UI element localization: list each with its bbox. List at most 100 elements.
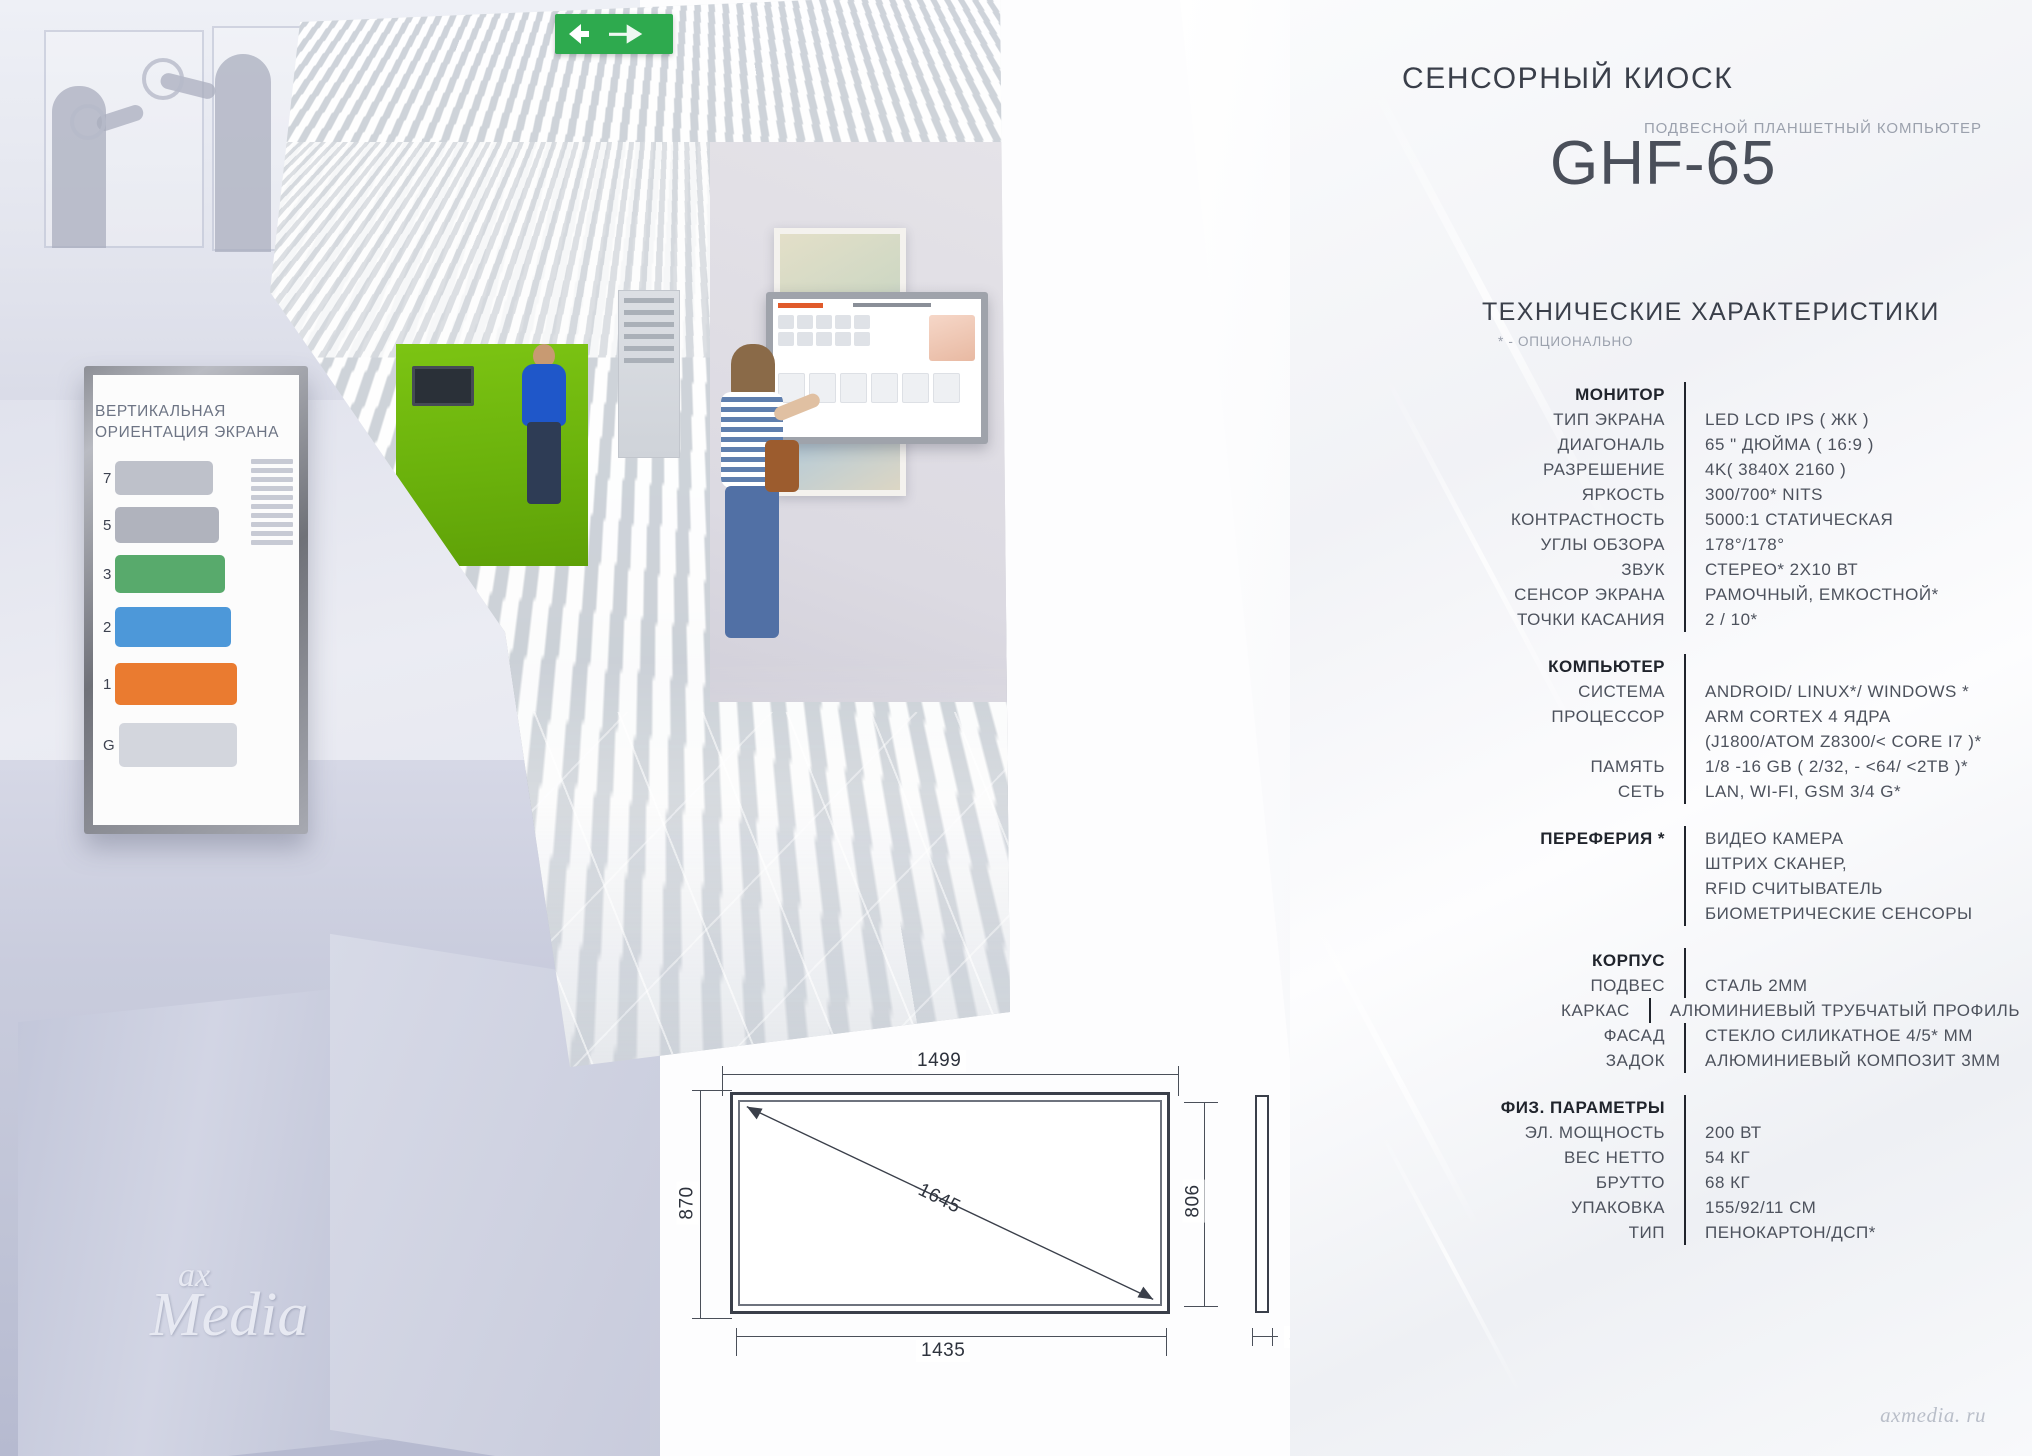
spec-row-label: СЕТЬ [1617, 782, 1665, 801]
spec-row-label: КАРКАС [1561, 1001, 1630, 1020]
spec-row: ПАМЯТЬ 1/8 -16 GB ( 2/32, - <64/ <2TB )* [1380, 754, 2020, 779]
ui-tile-row [778, 373, 960, 403]
spec-row-value: 1/8 -16 GB ( 2/32, - <64/ <2TB )* [1684, 754, 2020, 779]
spec-row-label: СИСТЕМА [1578, 682, 1665, 701]
map-level-label: 1 [103, 675, 112, 693]
logo-ax-text: ax [178, 1257, 211, 1294]
axmedia-logo: ax Media [150, 1257, 309, 1349]
spec-row: ПЕРЕФЕРИЯ * ВИДЕО КАМЕРА [1380, 826, 2020, 851]
spec-group-label: КОМПЬЮТЕР [1548, 657, 1665, 676]
kiosk-ui [773, 299, 981, 437]
spec-row-label: ФАСАД [1603, 1026, 1665, 1045]
spec-row: УГЛЫ ОБЗОРА 178°/178° [1380, 532, 2020, 557]
spec-row-label: УГЛЫ ОБЗОРА [1540, 535, 1665, 554]
spec-row-value: 54 КГ [1684, 1145, 2020, 1170]
spec-row-value: RFID СЧИТЫВАТЕЛЬ [1684, 876, 2020, 901]
spec-row-label: ВЕС НЕТТО [1563, 1148, 1665, 1167]
person-using-kiosk [707, 344, 822, 672]
orientation-note: ВЕРТИКАЛЬНАЯ ОРИЕНТАЦИЯ ЭКРАНА [95, 402, 279, 444]
spec-group-spacer [1684, 948, 2020, 973]
spec-row-value: 65 " ДЮЙМА ( 16:9 ) [1684, 432, 2020, 457]
map-blob [115, 663, 238, 705]
spec-row: ШТРИХ СКАНЕР, [1380, 851, 2020, 876]
specs-heading: Технические характеристики [1482, 298, 1940, 326]
map-blob [115, 507, 220, 543]
spec-row: RFID СЧИТЫВАТЕЛЬ [1380, 876, 2020, 901]
spec-group-header: КОРПУС [1380, 948, 2020, 973]
spec-panel-background [1290, 0, 2032, 1456]
ui-title-bar [853, 303, 931, 307]
logo-media-text: Media [150, 1280, 309, 1349]
spec-row-label: ТОЧКИ КАСАНИЯ [1516, 610, 1665, 629]
poster-board [618, 290, 680, 458]
spec-group: КОРПУС ПОДВЕС СТАЛЬ 2ММ КАРКАС АЛЮМИНИЕВЫЙ … [1380, 948, 2020, 1073]
spec-row-value: БИОМЕТРИЧЕСКИЕ СЕНСОРЫ [1684, 901, 2020, 926]
person-walking [518, 344, 570, 512]
spec-row-value: 155/92/11 СМ [1684, 1195, 2020, 1220]
page-subtitle: Подвесной планшетный компьютер [1644, 120, 1982, 137]
spec-row-value: 4K( 3840X 2160 ) [1684, 457, 2020, 482]
ui-product-grid [778, 315, 870, 346]
spec-row: РАЗРЕШЕНИЕ 4K( 3840X 2160 ) [1380, 457, 2020, 482]
spec-group: КОМПЬЮТЕР СИСТЕМА ANDROID/ LINUX*/ WINDOW… [1380, 654, 2020, 804]
spec-group: МОНИТОР ТИП ЭКРАНА LED LCD IPS ( ЖК ) ДИАГ… [1380, 382, 2020, 632]
wall-mounted-kiosk [766, 292, 988, 444]
spec-row: (J1800/ATOM Z8300/< CORE I7 )* [1380, 729, 2020, 754]
spec-row-value: ПЕНОКАРТОН/ДСП* [1684, 1220, 2020, 1245]
spec-row-label [1380, 729, 1684, 754]
spec-row-value: ШТРИХ СКАНЕР, [1684, 851, 2020, 876]
spec-row: ЗАДОК АЛЮМИНИЕВЫЙ КОМПОЗИТ 3ММ [1380, 1048, 2020, 1073]
spec-row-value: LAN, WI-FI, GSM 3/4 G* [1684, 779, 2020, 804]
spec-row: КОНТРАСТНОСТЬ 5000:1 СТАТИЧЕСКАЯ [1380, 507, 2020, 532]
spec-row-value: 5000:1 СТАТИЧЕСКАЯ [1684, 507, 2020, 532]
ui-brand-bar [778, 303, 823, 308]
spec-row-label: ПОДВЕС [1590, 976, 1665, 995]
touch-ripple-icon-2 [70, 104, 106, 140]
spec-group-label: ПЕРЕФЕРИЯ * [1540, 829, 1665, 848]
page-title: GHF-65 [1550, 129, 1777, 198]
spec-group-header: МОНИТОР [1380, 382, 2020, 407]
spec-row: ТИП ПЕНОКАРТОН/ДСП* [1380, 1220, 2020, 1245]
spec-row: СЕТЬ LAN, WI-FI, GSM 3/4 G* [1380, 779, 2020, 804]
spec-row-value: 300/700* NITS [1684, 482, 2020, 507]
orientation-line-1: ВЕРТИКАЛЬНАЯ [95, 403, 226, 420]
spec-row: ЗВУК СТЕРЕО* 2X10 ВТ [1380, 557, 2020, 582]
spec-row-value: ВИДЕО КАМЕРА [1684, 826, 2020, 851]
spec-group-label: ФИЗ. ПАРАМЕТРЫ [1500, 1098, 1665, 1117]
ui-promo-panel [929, 315, 975, 361]
spec-row-value: LED LCD IPS ( ЖК ) [1684, 407, 2020, 432]
spec-row-label: СЕНСОР ЭКРАНА [1514, 585, 1665, 604]
map-blob [115, 555, 226, 593]
map-blob [118, 723, 237, 767]
map-level-label: 7 [103, 469, 112, 487]
spec-group-spacer [1684, 1095, 2020, 1120]
spec-row: УПАКОВКА 155/92/11 СМ [1380, 1195, 2020, 1220]
spec-group-header: ФИЗ. ПАРАМЕТРЫ [1380, 1095, 2020, 1120]
dim-width-outer: 1499 [912, 1050, 967, 1072]
spec-row: ДИАГОНАЛЬ 65 " ДЮЙМА ( 16:9 ) [1380, 432, 2020, 457]
spec-row-value: ANDROID/ LINUX*/ WINDOWS * [1684, 679, 2020, 704]
map-blob [115, 607, 232, 647]
spec-row-label: ЭЛ. МОЩНОСТЬ [1524, 1123, 1665, 1142]
map-level-label: 3 [103, 565, 112, 583]
map-level-label: G [103, 736, 115, 754]
silhouette-person-b [215, 54, 271, 252]
map-blob [115, 461, 214, 495]
spec-row-label: ЯРКОСТЬ [1581, 485, 1665, 504]
spec-row-value: 200 ВТ [1684, 1120, 2020, 1145]
kiosk-screen: 7 5 3 2 1 G [93, 375, 299, 825]
spec-row-label: УПАКОВКА [1571, 1198, 1665, 1217]
spec-row-value: 2 / 10* [1684, 607, 2020, 632]
spec-group-label: МОНИТОР [1575, 385, 1665, 404]
spec-row-label: ДИАГОНАЛЬ [1557, 435, 1665, 454]
dim-height-inner: 806 [1182, 1179, 1205, 1223]
dim-line-width-inner [736, 1336, 1166, 1337]
optional-note: * - ОПЦИОНАЛЬНО [1498, 334, 1634, 349]
spec-row-label: ЗАДОК [1605, 1051, 1665, 1070]
spec-row-value: СТЕРЕО* 2X10 ВТ [1684, 557, 2020, 582]
touch-ripple-icon [142, 58, 184, 100]
spec-table: МОНИТОР ТИП ЭКРАНА LED LCD IPS ( ЖК ) ДИАГ… [1380, 382, 2020, 1267]
spec-group-spacer [1684, 654, 2020, 679]
orientation-line-2: ОРИЕНТАЦИЯ ЭКРАНА [95, 423, 280, 441]
